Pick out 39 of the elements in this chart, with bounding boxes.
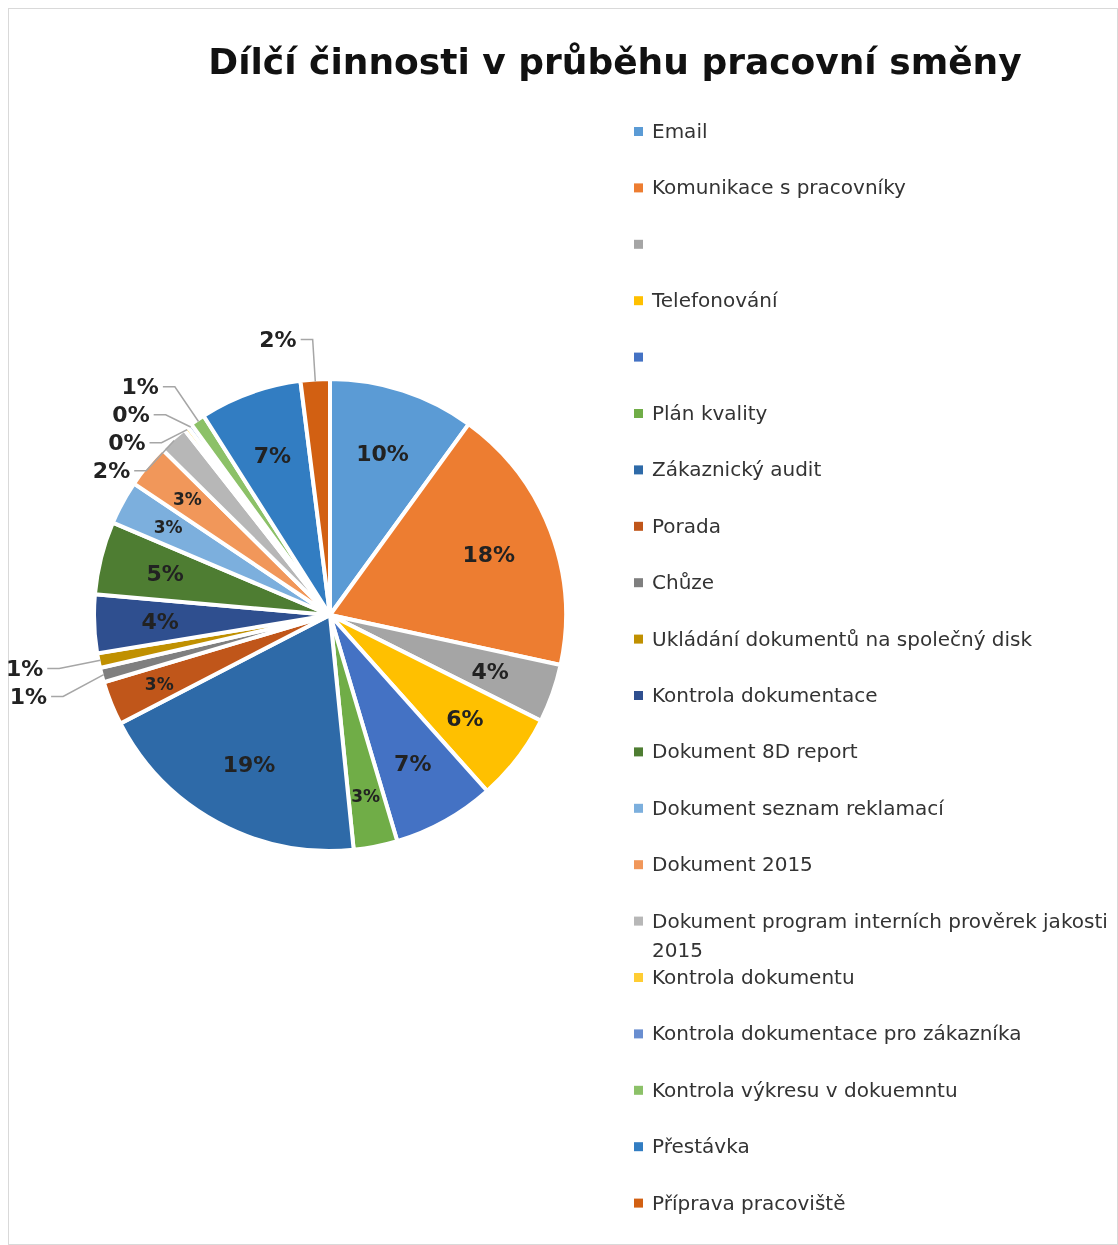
- legend-label: Dokument seznam reklamací: [652, 795, 946, 820]
- data-label: 1%: [121, 374, 159, 400]
- legend-label: Zákaznický audit: [652, 457, 822, 482]
- data-label: 7%: [394, 750, 432, 776]
- legend-label: Příprava pracoviště: [652, 1190, 846, 1215]
- data-label: 19%: [222, 751, 276, 777]
- data-label: 1%: [9, 683, 48, 709]
- chart-title: Dílčí činnosti v průběhu pracovní směny: [208, 41, 1022, 82]
- data-label: 4%: [141, 608, 179, 634]
- legend-label: Dokument program interních prověrek jakosti 2015: [652, 908, 1108, 962]
- legend-label: Kontrola dokumentace: [652, 683, 878, 707]
- data-label: 7%: [253, 442, 292, 468]
- legend-label: Kontrola dokumentu: [652, 965, 855, 989]
- data-label: 3%: [144, 673, 174, 694]
- data-label: 3%: [172, 488, 202, 509]
- data-label: 0%: [112, 402, 150, 428]
- legend-label: Telefonování: [651, 288, 779, 313]
- data-label: 3%: [351, 785, 381, 806]
- legend-label: Chůze: [652, 570, 715, 595]
- legend-label: Dokument 2015: [652, 852, 813, 877]
- data-label: 6%: [446, 705, 484, 731]
- data-label: 1%: [5, 655, 44, 681]
- legend-label: Kontrola výkresu v dokuemntu: [652, 1077, 958, 1102]
- data-label: 10%: [356, 440, 409, 466]
- data-label: 4%: [471, 659, 509, 685]
- data-label: 2%: [259, 327, 297, 353]
- legend-label: Porada: [652, 513, 722, 538]
- data-label: 3%: [153, 517, 183, 538]
- data-label: 2%: [92, 458, 131, 484]
- data-label: 18%: [462, 541, 516, 567]
- data-label: 5%: [146, 561, 184, 587]
- legend-label: Ukládání dokumentů na společný disk: [652, 626, 1033, 651]
- data-label: 0%: [108, 430, 146, 456]
- legend-label: Email: [652, 119, 708, 143]
- legend-label: Dokument 8D report: [652, 739, 858, 764]
- legend-label: Plán kvality: [652, 401, 768, 425]
- legend-label: Komunikace s pracovníky: [652, 175, 907, 200]
- legend-label: Kontrola dokumentace pro zákazníka: [652, 1021, 1022, 1046]
- legend-label: Přestávka: [652, 1134, 750, 1159]
